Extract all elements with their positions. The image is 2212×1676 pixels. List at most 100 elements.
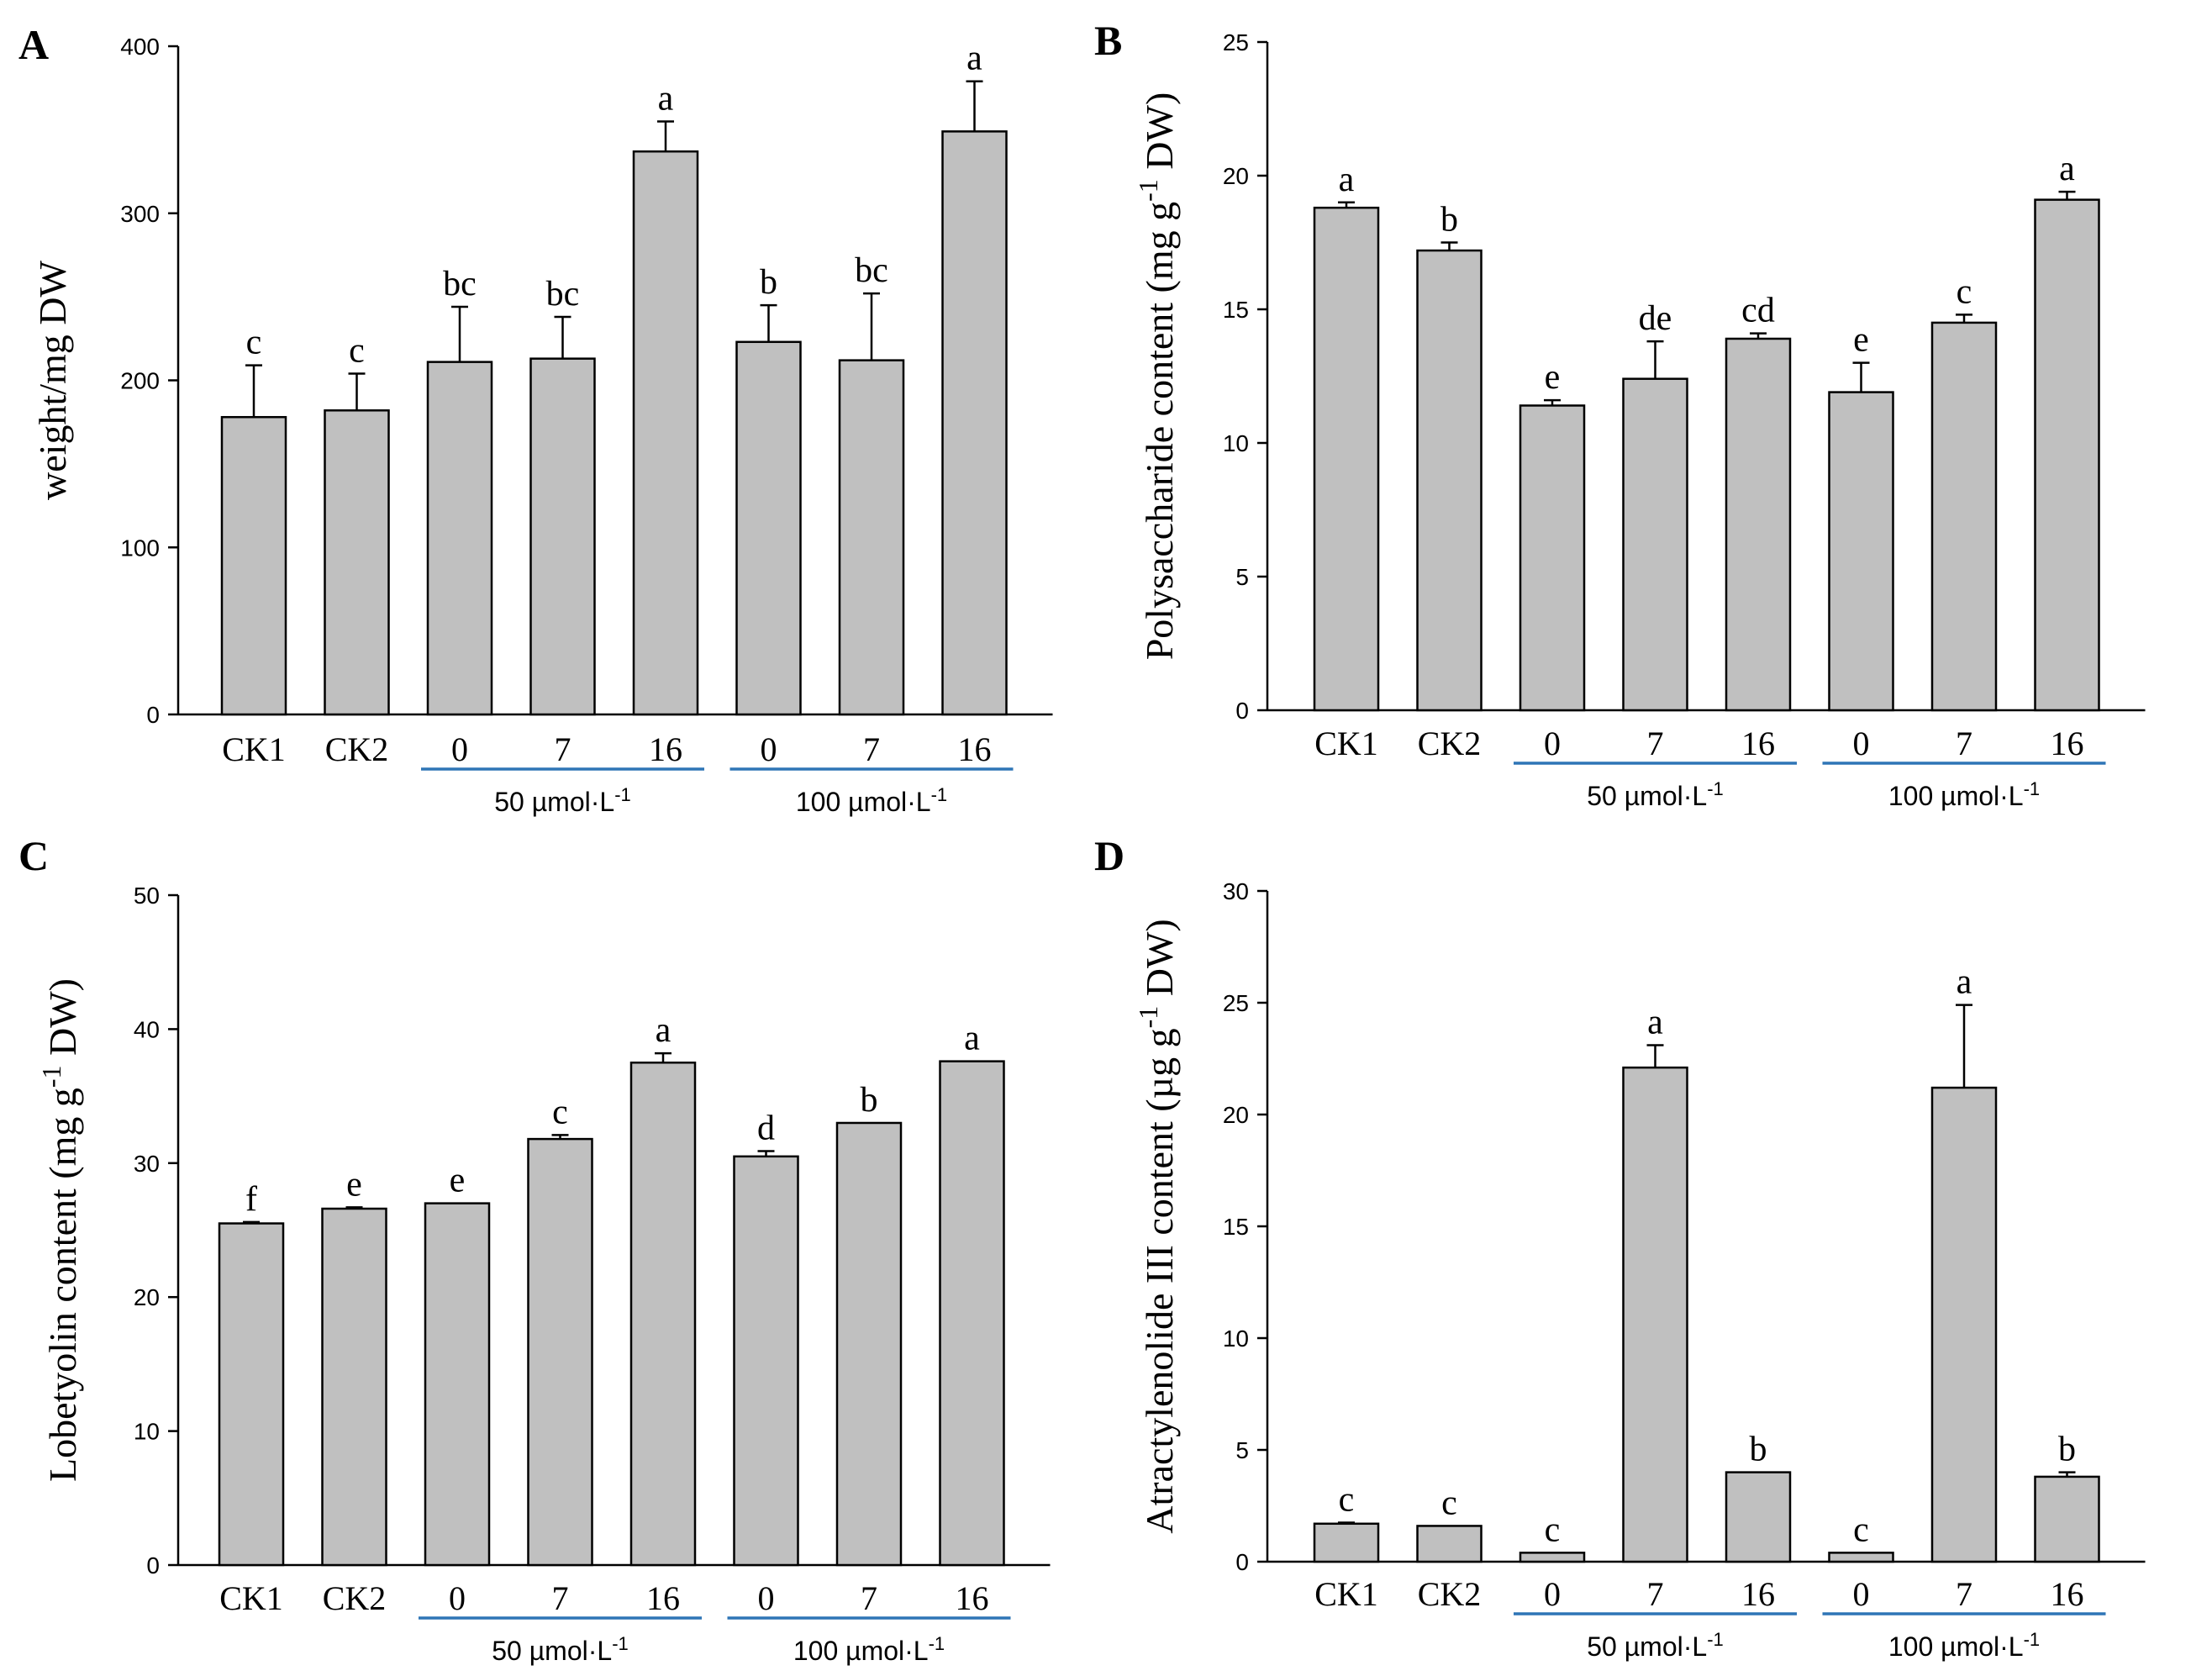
significance-letter-b-7: a <box>2059 150 2075 188</box>
y-tick-label-c: 0 <box>146 1552 160 1578</box>
group-label-text: 50 µmol·L <box>492 1636 612 1666</box>
x-tick-label-c-2: 0 <box>449 1579 466 1617</box>
x-tick-label-c-3: 7 <box>552 1579 569 1617</box>
x-tick-label-b-4: 16 <box>1741 725 1775 762</box>
panel-letter-c: C <box>18 832 49 879</box>
significance-letter-b-4: cd <box>1741 292 1775 330</box>
bar-a-1 <box>324 409 390 716</box>
x-tick-label-c-0: CK1 <box>219 1579 283 1617</box>
group-label-c-0: 50 µmol·L-1 <box>492 1633 629 1666</box>
y-axis-label-c: Lobetyolin content (mg g-1 DW) <box>36 978 84 1482</box>
significance-letter-a-5: b <box>760 263 777 302</box>
y-tick-label-c: 20 <box>134 1284 160 1310</box>
x-tick-label-c-6: 7 <box>861 1579 877 1617</box>
bar-b-5 <box>1828 391 1894 712</box>
x-tick-label-a-5: 0 <box>761 730 777 768</box>
x-tick-label-b-3: 7 <box>1647 725 1664 762</box>
y-tick-label-d: 30 <box>1223 878 1249 904</box>
y-tick-label-d: 10 <box>1223 1326 1249 1352</box>
x-tick-label-d-5: 0 <box>1853 1575 1870 1613</box>
group-label-sup: -1 <box>1707 778 1724 799</box>
group-label-text: 50 µmol·L <box>494 787 614 817</box>
y-tick-label-b: 0 <box>1235 698 1249 724</box>
group-label-text: 100 µmol·L <box>1888 781 2024 811</box>
significance-letter-d-4: b <box>1750 1431 1767 1469</box>
bar-c-5 <box>733 1155 799 1567</box>
panel-letter-a: A <box>18 21 49 68</box>
bar-b-1 <box>1416 249 1483 712</box>
y-tick-label-c: 50 <box>134 883 160 909</box>
x-tick-label-d-3: 7 <box>1647 1575 1664 1613</box>
y-tick-label-a: 300 <box>120 201 160 227</box>
y-tick-label-b: 5 <box>1235 564 1249 590</box>
group-label-b-0: 50 µmol·L-1 <box>1587 778 1724 811</box>
significance-letter-d-7: b <box>2058 1431 2076 1469</box>
x-tick-label-d-2: 0 <box>1544 1575 1561 1613</box>
significance-letter-b-1: b <box>1440 201 1458 240</box>
group-label-a-0: 50 µmol·L-1 <box>494 784 631 817</box>
x-tick-label-a-2: 0 <box>451 730 468 768</box>
bar-c-3 <box>527 1137 593 1567</box>
group-label-sup: -1 <box>929 1633 945 1654</box>
y-axis-label-sup: -1 <box>1133 1006 1163 1029</box>
panel-letter-b: B <box>1094 17 1122 64</box>
x-tick-label-b-0: CK1 <box>1314 725 1378 762</box>
significance-letter-b-6: c <box>1957 272 1972 311</box>
bar-b-6 <box>1930 321 1998 712</box>
x-tick-label-c-7: 16 <box>956 1579 989 1617</box>
significance-letter-a-6: bc <box>855 251 888 290</box>
x-tick-label-d-0: CK1 <box>1314 1575 1378 1613</box>
significance-letter-d-0: c <box>1339 1480 1355 1519</box>
bar-a-7 <box>941 130 1008 716</box>
group-label-text: 50 µmol·L <box>1587 781 1707 811</box>
panel-letter-d: D <box>1094 832 1124 879</box>
significance-letter-d-2: c <box>1545 1510 1561 1549</box>
y-axis-label-text: Lobetyolin content (mg g <box>41 1088 84 1482</box>
x-tick-label-b-5: 0 <box>1853 725 1870 762</box>
bar-d-4 <box>1725 1471 1792 1563</box>
bar-b-7 <box>2034 198 2100 712</box>
group-label-sup: -1 <box>614 784 631 805</box>
y-tick-label-a: 400 <box>120 34 160 60</box>
group-label-text: 100 µmol·L <box>796 787 931 817</box>
significance-letter-a-1: c <box>349 332 365 371</box>
group-label-text: 100 µmol·L <box>1888 1631 2024 1662</box>
group-label-sup: -1 <box>931 784 948 805</box>
significance-letter-a-2: bc <box>443 265 477 303</box>
significance-letter-c-7: a <box>964 1020 980 1058</box>
y-tick-label-b: 10 <box>1223 430 1249 456</box>
bar-b-2 <box>1519 404 1586 712</box>
y-axis-label-b: Polysaccharide content (mg g-1 DW) <box>1133 92 1181 661</box>
significance-letter-c-0: f <box>245 1180 257 1219</box>
y-tick-label-d: 0 <box>1235 1549 1249 1575</box>
x-tick-label-b-6: 7 <box>1956 725 1972 762</box>
x-tick-label-b-2: 0 <box>1544 725 1561 762</box>
y-tick-label-d: 20 <box>1223 1102 1249 1128</box>
bar-a-0 <box>220 415 287 716</box>
significance-letter-b-3: de <box>1639 299 1672 338</box>
x-tick-label-d-4: 16 <box>1741 1575 1775 1613</box>
significance-letter-b-2: e <box>1545 358 1561 397</box>
x-tick-label-a-6: 7 <box>863 730 880 768</box>
y-tick-label-c: 40 <box>134 1016 160 1042</box>
panel-a: A 0 100 200 300 400 weight/mg DW c CK1 c CK2 bc 0 bc 7… <box>18 21 1053 817</box>
x-tick-label-a-3: 7 <box>555 730 571 768</box>
panel-d: D 0 5 10 15 20 25 30 Atractylenolide III content… <box>1094 832 2146 1662</box>
x-tick-label-a-0: CK1 <box>222 730 286 768</box>
group-label-sup: -1 <box>612 1633 629 1654</box>
significance-letter-a-3: bc <box>546 275 580 314</box>
group-label-sup: -1 <box>2024 1629 2041 1650</box>
significance-letter-a-4: a <box>658 79 674 118</box>
y-tick-label-d: 15 <box>1223 1214 1249 1240</box>
significance-letter-a-7: a <box>966 40 982 78</box>
bar-c-7 <box>939 1060 1005 1567</box>
bar-c-6 <box>835 1121 903 1567</box>
y-axis-label-end: DW) <box>1138 92 1181 179</box>
x-tick-label-d-1: CK2 <box>1418 1575 1482 1613</box>
y-tick-label-b: 15 <box>1223 297 1249 323</box>
significance-letter-c-3: c <box>552 1093 568 1131</box>
bar-c-4 <box>629 1062 697 1567</box>
x-tick-label-c-1: CK2 <box>323 1579 387 1617</box>
